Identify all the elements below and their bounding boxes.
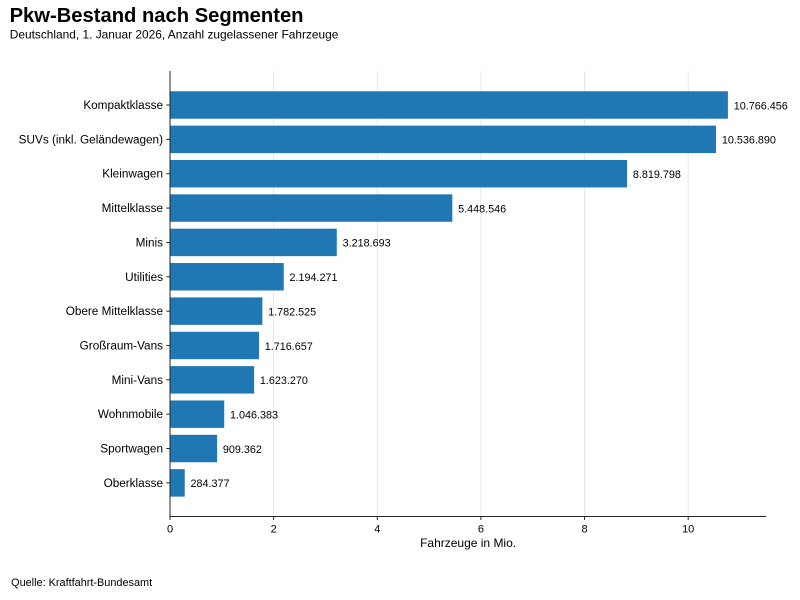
svg-text:0: 0 xyxy=(167,524,173,536)
svg-text:4: 4 xyxy=(374,524,380,536)
svg-text:Mini-Vans: Mini-Vans xyxy=(112,374,163,387)
svg-text:909.362: 909.362 xyxy=(223,444,262,456)
svg-text:3.218.693: 3.218.693 xyxy=(343,238,391,250)
svg-text:Großraum-Vans: Großraum-Vans xyxy=(80,339,163,352)
svg-text:10.536.890: 10.536.890 xyxy=(722,135,776,147)
svg-text:8.819.798: 8.819.798 xyxy=(633,169,681,181)
svg-text:Utilities: Utilities xyxy=(125,271,163,284)
svg-text:Pkw-Bestand nach Segmenten: Pkw-Bestand nach Segmenten xyxy=(10,5,304,27)
svg-text:1.782.525: 1.782.525 xyxy=(268,306,316,318)
svg-text:1.623.270: 1.623.270 xyxy=(260,375,308,387)
svg-text:Fahrzeuge in Mio.: Fahrzeuge in Mio. xyxy=(420,536,516,550)
svg-text:Obere Mittelklasse: Obere Mittelklasse xyxy=(66,305,164,318)
svg-text:Sportwagen: Sportwagen xyxy=(100,443,163,456)
svg-text:Deutschland, 1. Januar 2026, A: Deutschland, 1. Januar 2026, Anzahl zuge… xyxy=(10,27,339,41)
svg-text:10.766.456: 10.766.456 xyxy=(734,100,788,112)
svg-text:8: 8 xyxy=(581,524,587,536)
svg-text:1.046.383: 1.046.383 xyxy=(230,409,278,421)
svg-text:5.448.546: 5.448.546 xyxy=(458,203,506,215)
svg-text:Minis: Minis xyxy=(136,236,164,249)
svg-text:Wohnmobile: Wohnmobile xyxy=(98,408,164,421)
svg-text:6: 6 xyxy=(478,524,484,536)
svg-text:284.377: 284.377 xyxy=(191,478,230,490)
svg-text:Quelle: Kraftfahrt-Bundesamt: Quelle: Kraftfahrt-Bundesamt xyxy=(11,577,152,589)
svg-text:Kleinwagen: Kleinwagen xyxy=(102,168,163,181)
svg-text:2.194.271: 2.194.271 xyxy=(290,272,338,284)
svg-text:Oberklasse: Oberklasse xyxy=(104,477,164,490)
svg-text:SUVs (inkl. Geländewagen): SUVs (inkl. Geländewagen) xyxy=(19,133,163,146)
svg-text:10: 10 xyxy=(682,524,694,536)
svg-text:Kompaktklasse: Kompaktklasse xyxy=(83,99,163,112)
svg-text:2: 2 xyxy=(271,524,277,536)
svg-text:Mittelklasse: Mittelklasse xyxy=(102,202,164,215)
svg-text:1.716.657: 1.716.657 xyxy=(265,341,313,353)
